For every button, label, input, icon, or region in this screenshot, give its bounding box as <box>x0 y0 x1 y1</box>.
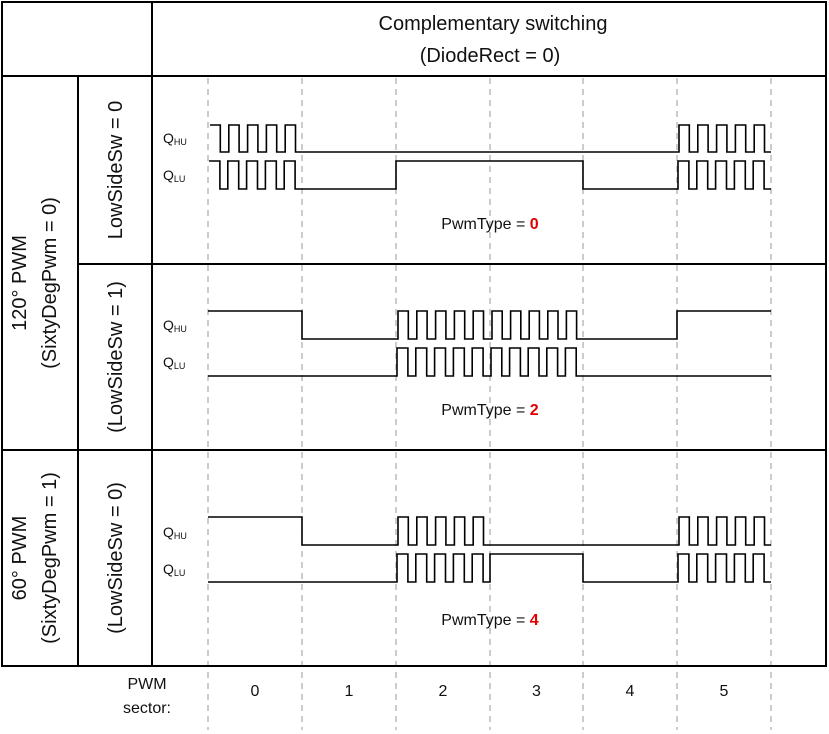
footer-label-line1: PWM <box>127 676 166 693</box>
group-120-line2: (SixtyDegPwm = 0) <box>39 197 61 369</box>
row0-signal-labels: QHU QLU <box>163 130 187 184</box>
row0-side-label: LowSideSw = 0 <box>105 101 127 239</box>
header-subtitle: (DiodeRect = 0) <box>420 45 561 67</box>
row2-signal-labels: QHU QLU <box>163 524 187 578</box>
row1-qlu-label: QLU <box>163 354 185 371</box>
sector-label-0: 0 <box>251 683 260 700</box>
row2-qhu-label: QHU <box>163 524 187 541</box>
row1-side-label: (LowSideSw = 1) <box>105 281 127 433</box>
row0-qhu-waveform <box>210 124 771 153</box>
group-60-label: 60° PWM (SixtyDegPwm = 1) <box>9 472 61 644</box>
row0-qlu-label: QLU <box>163 167 185 184</box>
row1-signal-labels: QHU QLU <box>163 317 187 371</box>
group-60-line1: 60° PWM <box>9 516 31 601</box>
group-120-label: 120° PWM (SixtyDegPwm = 0) <box>9 197 61 369</box>
row2-side-label: (LowSideSw = 0) <box>105 482 127 634</box>
sector-label-2: 2 <box>439 683 448 700</box>
row2-qhu-waveform <box>208 516 771 546</box>
row0-pwmtype: PwmType = 0 <box>441 216 538 233</box>
row1-pwmtype: PwmType = 2 <box>441 402 538 419</box>
sector-label-1: 1 <box>345 683 354 700</box>
sector-label-3: 3 <box>532 683 541 700</box>
group-60-line2: (SixtyDegPwm = 1) <box>39 472 61 644</box>
table-grid <box>1 1 827 667</box>
row0-qhu-label: QHU <box>163 130 187 147</box>
header-title: Complementary switching <box>379 13 608 35</box>
row1-qlu-waveform <box>208 347 771 377</box>
sector-dashed-lines <box>207 78 772 730</box>
table-border <box>1 1 827 667</box>
row2-qlu-waveform <box>208 553 771 583</box>
row2-qlu-label: QLU <box>163 561 185 578</box>
sector-labels: 0 1 2 3 4 5 <box>251 683 729 700</box>
row2-pwmtype: PwmType = 4 <box>441 612 538 629</box>
sector-label-5: 5 <box>720 683 729 700</box>
footer-label-line2: sector: <box>123 700 171 717</box>
row1-qhu-label: QHU <box>163 317 187 334</box>
sector-label-4: 4 <box>626 683 635 700</box>
row0-qlu-waveform <box>209 160 771 190</box>
row1-qhu-waveform <box>208 310 771 340</box>
group-120-line1: 120° PWM <box>9 235 31 331</box>
waveforms <box>208 124 771 583</box>
